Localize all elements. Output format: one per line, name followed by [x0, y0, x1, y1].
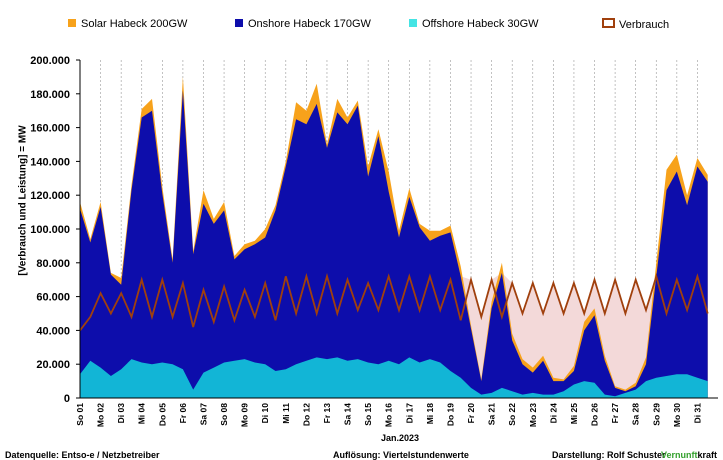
x-tick-label: Mo 09 [240, 403, 250, 427]
x-tick-label: Mi 11 [281, 403, 291, 424]
offshore-swatch [409, 19, 417, 27]
x-tick-label: Di 03 [116, 403, 126, 424]
source-note: Datenquelle: Entso-e / Netzbetreiber [5, 450, 160, 460]
x-tick-label: Di 17 [404, 403, 414, 424]
solar-swatch [68, 19, 76, 27]
y-tick-label: 40.000 [36, 325, 70, 337]
x-tick-label: Di 24 [548, 403, 558, 424]
x-tick-label: Sa 07 [198, 403, 208, 425]
brand-part1: Vernunft [661, 450, 698, 460]
x-tick-label: Fr 06 [178, 403, 188, 424]
x-tick-labels: So 01 Mo 02 Di 03 Mi 04 Do 05 Fr 06 Sa 07 So 08… [75, 403, 702, 427]
legend-verbrauch-label: Verbrauch [619, 19, 670, 31]
onshore-area [80, 90, 708, 399]
x-tick-label: Do 05 [157, 403, 167, 426]
y-tick-label: 60.000 [36, 292, 70, 304]
x-tick-label: Mo 16 [384, 403, 394, 427]
brand-logo: Vernunftkraft [661, 450, 717, 460]
x-axis-title: Jan.2023 [381, 433, 420, 443]
x-tick-label: Mo 23 [528, 403, 538, 427]
onshore-swatch [235, 19, 243, 27]
x-tick-label: Fr 20 [466, 403, 476, 424]
x-tick-label: Mo 02 [96, 403, 106, 427]
x-tick-label: So 15 [363, 403, 373, 426]
x-tick-label: So 22 [507, 403, 517, 426]
y-tick-label: 80.000 [36, 258, 70, 270]
x-tick-label: Di 31 [692, 403, 702, 424]
brand-part2: kraft [697, 450, 718, 460]
y-tick-label: 180.000 [30, 89, 70, 101]
legend-onshore-label: Onshore Habeck 170GW [248, 18, 371, 30]
x-tick-label: Mi 04 [137, 403, 147, 425]
x-tick-label: Do 12 [301, 403, 311, 426]
x-tick-label: Fr 27 [610, 403, 620, 424]
legend-offshore-label: Offshore Habeck 30GW [422, 18, 539, 30]
y-tick-label: 120.000 [30, 190, 70, 202]
x-tick-label: Mi 18 [425, 403, 435, 425]
x-tick-label: Do 19 [445, 403, 455, 426]
x-tick-label: Sa 21 [487, 403, 497, 425]
x-tick-label: Sa 14 [343, 403, 353, 425]
y-tick-labels: 0 20.000 40.000 60.000 80.000 100.000 120.000 1… [30, 55, 80, 405]
legend-solar-label: Solar Habeck 200GW [81, 18, 188, 30]
deficit-area [80, 90, 708, 392]
y-tick-label: 100.000 [30, 224, 70, 236]
x-tick-label: So 08 [219, 403, 229, 426]
legend-offshore: Offshore Habeck 30GW [409, 18, 539, 30]
offshore-area [80, 357, 708, 398]
resolution-note: Auflösung: Viertelstundenwerte [333, 450, 469, 460]
legend-verbrauch: Verbrauch [602, 18, 669, 31]
x-tick-label: So 29 [651, 403, 661, 426]
author-note: Darstellung: Rolf Schuster [552, 450, 666, 460]
y-tick-label: 20.000 [36, 359, 70, 371]
y-tick-label: 140.000 [30, 156, 70, 168]
verbrauch-line [79, 272, 709, 331]
x-tick-label: Sa 28 [631, 403, 641, 425]
x-tick-label: Fr 13 [322, 403, 332, 424]
x-tick-label: Do 26 [590, 403, 600, 426]
verbrauch-swatch [602, 18, 615, 28]
x-tick-label: So 01 [75, 403, 85, 426]
legend-onshore: Onshore Habeck 170GW [235, 18, 371, 30]
x-tick-label: Mi 25 [569, 403, 579, 425]
x-tick-label: Di 10 [260, 403, 270, 424]
y-tick-label: 160.000 [30, 123, 70, 135]
x-tick-label: Mo 30 [672, 403, 682, 427]
legend-solar: Solar Habeck 200GW [68, 18, 187, 30]
y-tick-label: 0 [64, 393, 70, 405]
y-axis-title: [Verbrauch und Leistung] = MW [17, 125, 29, 276]
y-tick-label: 200.000 [30, 55, 70, 67]
